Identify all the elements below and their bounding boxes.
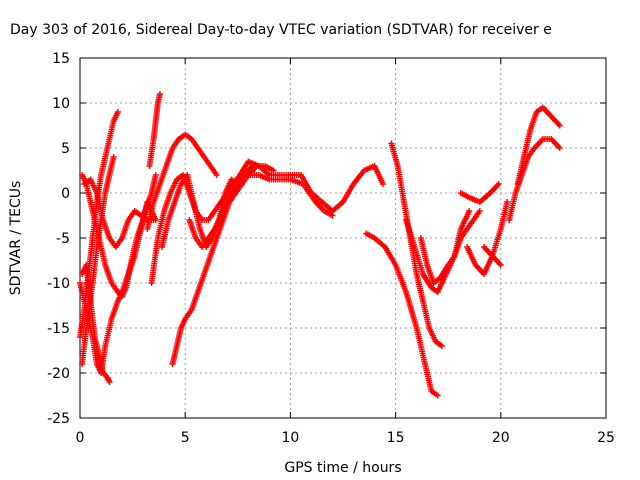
- data-series: [146, 91, 163, 169]
- data-series: [79, 262, 113, 385]
- y-tick-label: -10: [47, 276, 70, 292]
- data-point: [556, 122, 563, 129]
- data-series: [514, 104, 563, 187]
- data-series: [79, 172, 159, 300]
- chart-title: Day 303 of 2016, Sidereal Day-to-day VTE…: [10, 22, 552, 38]
- data-point: [110, 154, 117, 160]
- x-axis-label: GPS time / hours: [284, 460, 401, 476]
- y-tick-label: -15: [47, 321, 70, 337]
- y-tick-label: 15: [52, 51, 70, 67]
- data-point: [270, 167, 277, 174]
- data-series: [144, 131, 220, 232]
- y-tick-label: 0: [61, 186, 70, 202]
- data-point: [556, 145, 563, 151]
- x-tick-label: 15: [387, 430, 405, 446]
- y-tick-label: -20: [47, 366, 70, 382]
- data-series: [506, 136, 563, 223]
- data-point: [156, 91, 163, 97]
- data-point: [466, 208, 473, 214]
- data-point: [434, 392, 441, 399]
- data-point: [476, 208, 483, 214]
- data-point: [504, 199, 511, 205]
- x-tick-label: 20: [492, 430, 510, 446]
- data-series: [457, 181, 502, 205]
- data-point: [329, 212, 336, 219]
- data-series: [148, 158, 386, 286]
- y-tick-label: 5: [61, 141, 70, 157]
- data-series: [81, 176, 157, 250]
- y-tick-label: -5: [56, 231, 70, 247]
- data-series: [417, 208, 483, 286]
- data-point: [213, 172, 220, 178]
- axis-ticks: 0 5 10 15 20 25 15 10 5 0 -5 -10 -15 -20 -25: [47, 51, 615, 446]
- data-series: [464, 199, 511, 277]
- data-point: [114, 109, 121, 115]
- x-tick-label: 25: [597, 430, 615, 446]
- data-point: [438, 343, 445, 349]
- data-point: [379, 181, 386, 187]
- data-series: [480, 244, 504, 268]
- data-point: [495, 181, 502, 187]
- data-point: [152, 172, 159, 178]
- data-point: [106, 379, 113, 385]
- y-tick-label: -25: [47, 411, 70, 427]
- x-tick-label: 5: [181, 430, 190, 446]
- x-tick-label: 10: [281, 430, 299, 446]
- data-series: [186, 172, 336, 250]
- x-tick-label: 0: [76, 430, 85, 446]
- data-series: [363, 230, 441, 399]
- y-tick-label: 10: [52, 96, 70, 112]
- data-point: [497, 262, 504, 268]
- y-axis-label: SDTVAR / TECUs: [8, 181, 24, 296]
- data-points: [77, 91, 563, 399]
